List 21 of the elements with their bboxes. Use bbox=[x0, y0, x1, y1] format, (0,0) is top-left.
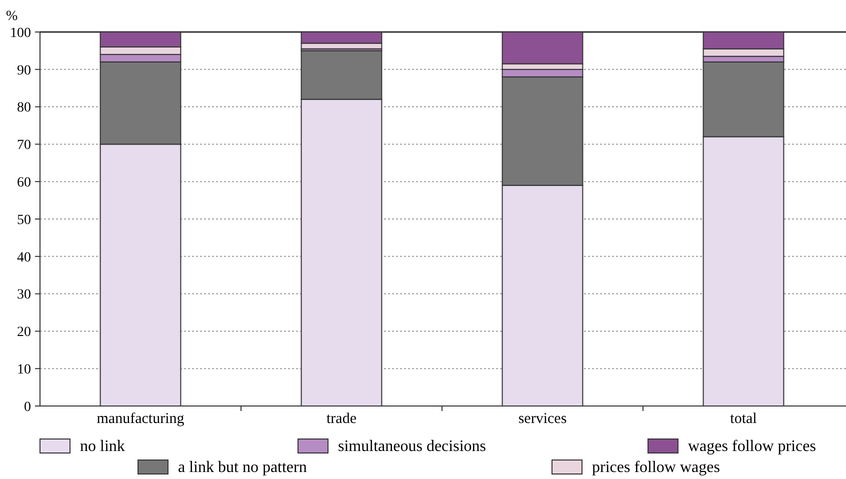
y-tick-label: 30 bbox=[17, 288, 31, 303]
y-tick-label: 0 bbox=[24, 400, 31, 415]
y-tick-label: 60 bbox=[17, 176, 31, 190]
x-tick-label: services bbox=[518, 411, 567, 427]
y-tick-label: 20 bbox=[17, 325, 31, 340]
x-tick-label: manufacturing bbox=[96, 411, 185, 427]
x-tick-label: total bbox=[730, 411, 757, 427]
y-tick-label: 100 bbox=[10, 26, 31, 41]
x-tick-label: trade bbox=[326, 411, 357, 427]
y-tick-label: 40 bbox=[17, 250, 31, 266]
y-tick-label: 10 bbox=[17, 362, 31, 378]
legend-label: prices follow wages bbox=[592, 459, 720, 476]
y-tick-label: 80 bbox=[17, 100, 31, 116]
legend-label: no link bbox=[80, 438, 125, 455]
legend-label: wages follow prices bbox=[688, 438, 816, 455]
legend-label: a link but no pattern bbox=[178, 459, 307, 476]
y-tick-label: 70 bbox=[17, 138, 31, 154]
y-tick-label: 90 bbox=[17, 63, 31, 78]
legend-label: simultaneous decisions bbox=[338, 438, 486, 455]
y-tick-label: 50 bbox=[17, 212, 31, 228]
y-axis-title: % bbox=[6, 9, 18, 24]
